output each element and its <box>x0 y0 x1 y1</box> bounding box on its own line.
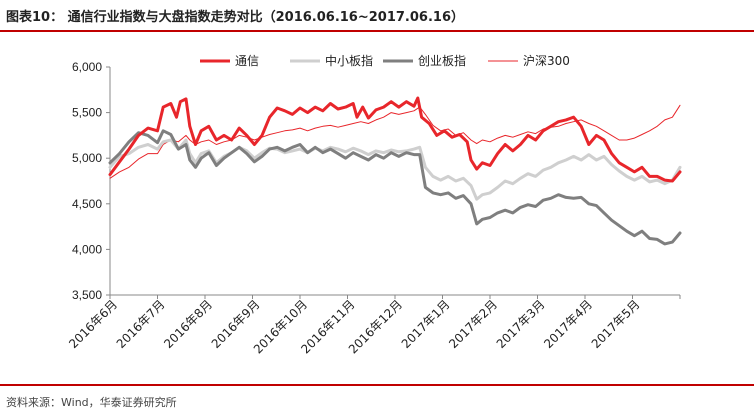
x-tick-label: 2017年2月 <box>446 297 500 351</box>
x-tick-label: 2017年3月 <box>494 297 548 351</box>
series-line-1 <box>108 138 682 201</box>
y-tick-label: 4,000 <box>72 242 102 256</box>
x-tick-label: 2017年5月 <box>589 297 643 351</box>
x-tick-label: 2016年8月 <box>161 297 215 351</box>
series-line-3 <box>109 104 681 179</box>
series-line-2 <box>108 129 682 246</box>
line-chart: 6,0005,5005,0004,5004,0003,5002016年6月201… <box>66 53 682 356</box>
x-tick-label: 2017年4月 <box>541 297 595 351</box>
legend-label-0: 通信 <box>235 54 259 68</box>
y-tick-label: 3,500 <box>72 288 102 302</box>
y-tick-label: 5,000 <box>72 151 102 165</box>
legend-label-3: 沪深300 <box>523 54 570 68</box>
axes: 6,0005,5005,0004,5004,0003,5002016年6月201… <box>66 60 681 356</box>
y-tick-label: 6,000 <box>72 60 102 74</box>
x-tick-label: 2016年7月 <box>114 297 168 351</box>
y-tick-label: 4,500 <box>72 197 102 211</box>
legend-label-1: 中小板指 <box>325 53 373 68</box>
series-lines <box>108 96 682 246</box>
series-line-0 <box>108 96 682 183</box>
source-bar: 资料来源：Wind，华泰证券研究所 <box>0 384 754 412</box>
figure-title: 图表10： 通信行业指数与大盘指数走势对比（2016.06.16~2017.06… <box>6 10 464 25</box>
x-tick-label: 2016年6月 <box>66 297 120 351</box>
title-bar: 图表10： 通信行业指数与大盘指数走势对比（2016.06.16~2017.06… <box>0 0 754 32</box>
source-note: 资料来源：Wind，华泰证券研究所 <box>6 396 177 409</box>
x-tick-label: 2017年1月 <box>399 297 453 351</box>
y-tick-label: 5,500 <box>72 106 102 120</box>
legend-label-2: 创业板指 <box>418 53 466 68</box>
legend: 通信 中小板指 创业板指 沪深300 <box>200 53 570 68</box>
